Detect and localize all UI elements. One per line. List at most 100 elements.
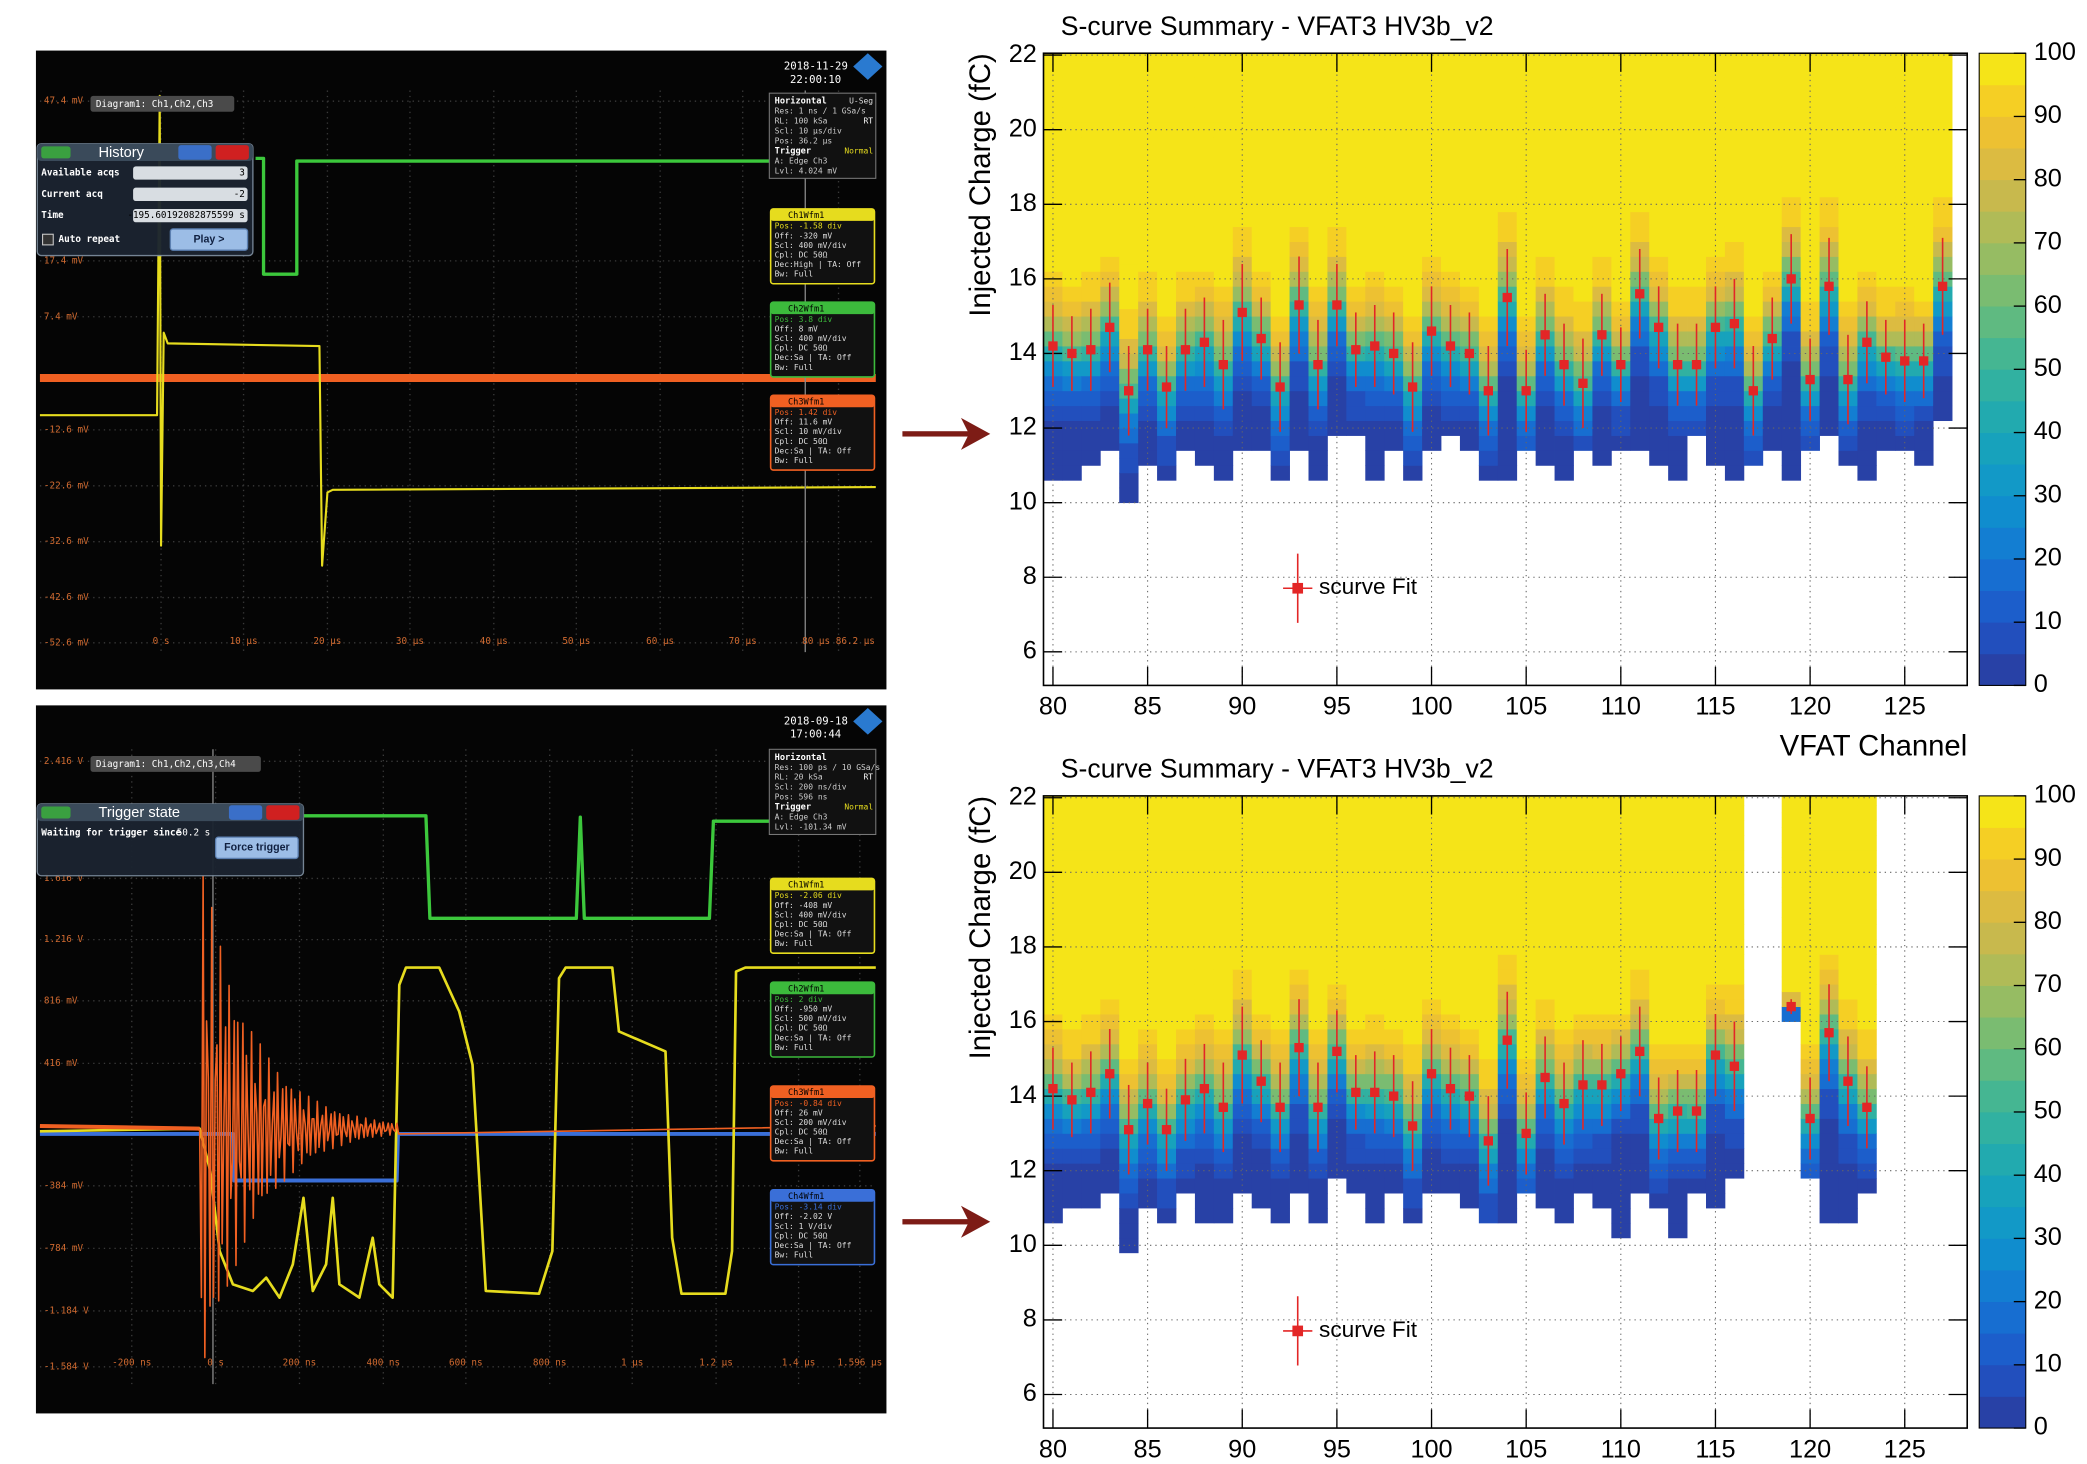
- fit-point: [1124, 1125, 1133, 1134]
- heatmap-cell: [1649, 376, 1668, 391]
- fit-point: [1086, 1088, 1095, 1097]
- heatmap-cell: [1365, 820, 1384, 835]
- heatmap-cell: [1820, 152, 1839, 167]
- heatmap-cell: [1649, 92, 1668, 107]
- colorbar-band: [1979, 401, 2026, 433]
- heatmap-cell: [1479, 984, 1498, 999]
- heatmap-cell: [1062, 1178, 1081, 1193]
- heatmap-cell: [1933, 406, 1952, 421]
- heatmap-cell: [1119, 1223, 1138, 1238]
- fit-point: [1597, 1080, 1606, 1089]
- heatmap-cell: [1081, 257, 1100, 272]
- heatmap-cell: [1308, 301, 1327, 316]
- fit-point: [1730, 1062, 1739, 1071]
- heatmap-cell: [1479, 1074, 1498, 1089]
- heatmap-cell: [1195, 212, 1214, 227]
- scope-y-label: 7.4 mV: [44, 311, 78, 322]
- heatmap-cell: [1252, 1133, 1271, 1148]
- heatmap-cell: [1384, 406, 1403, 421]
- heatmap-cell: [1820, 865, 1839, 880]
- colorbar-band: [1979, 622, 2026, 654]
- dialog-button-label[interactable]: Play >: [193, 233, 224, 245]
- heatmap-cell: [1271, 999, 1290, 1014]
- heatmap-cell: [1555, 1193, 1574, 1208]
- legend-label: scurve Fit: [1319, 574, 1418, 599]
- minimize-button[interactable]: [178, 145, 211, 160]
- heatmap-cell: [1138, 999, 1157, 1014]
- y-tick-label: 20: [1009, 114, 1037, 142]
- heatmap-cell: [1725, 465, 1744, 480]
- heatmap-cell: [1536, 436, 1555, 451]
- heatmap-cell: [1384, 167, 1403, 182]
- heatmap-cell: [1195, 820, 1214, 835]
- fit-point: [1824, 1028, 1833, 1037]
- heatmap-cell: [1630, 92, 1649, 107]
- channel-line: Pos: -1.58 div: [775, 222, 842, 231]
- scope-y-label: 17.4 mV: [44, 255, 84, 266]
- heatmap-cell: [1630, 925, 1649, 940]
- heatmap-cell: [1157, 925, 1176, 940]
- heatmap-cell: [1100, 895, 1119, 910]
- colorbar-band: [1979, 891, 2026, 923]
- scope-y-label: -12.6 mV: [44, 424, 89, 435]
- y-tick-label: 22: [1009, 782, 1037, 810]
- heatmap-cell: [1630, 212, 1649, 227]
- tool-button[interactable]: [41, 807, 70, 819]
- close-button[interactable]: [266, 805, 299, 820]
- heatmap-cell: [1517, 999, 1536, 1014]
- heatmap-cell: [1365, 48, 1384, 63]
- colorbar-band: [1979, 116, 2026, 148]
- heatmap-cell: [1044, 1148, 1063, 1163]
- fit-point: [1408, 1121, 1417, 1130]
- heatmap-cell: [1611, 167, 1630, 182]
- fit-point: [1805, 375, 1814, 384]
- heatmap-cell: [1365, 77, 1384, 92]
- heatmap-cell: [1081, 137, 1100, 152]
- heatmap-cell: [1327, 107, 1346, 122]
- fit-point: [1787, 1002, 1796, 1011]
- heatmap-cell: [1782, 391, 1801, 406]
- heatmap-cell: [1157, 910, 1176, 925]
- heatmap-cell: [1290, 391, 1309, 406]
- channel-name: Ch2Wfm1: [788, 304, 824, 314]
- dialog-button-label[interactable]: Force trigger: [224, 842, 290, 854]
- channel-line: Dec:Sa | TA: Off: [775, 353, 852, 362]
- heatmap-cell: [1365, 122, 1384, 137]
- y-tick-label: 22: [1009, 40, 1037, 68]
- heatmap-cell: [1384, 954, 1403, 969]
- heatmap-cell: [1119, 279, 1138, 294]
- heatmap-cell: [1725, 954, 1744, 969]
- tool-button[interactable]: [41, 146, 70, 158]
- heatmap-cell: [1876, 107, 1895, 122]
- heatmap-cell: [1763, 33, 1782, 48]
- heatmap-cell: [1857, 910, 1876, 925]
- heatmap-cell: [1649, 1163, 1668, 1178]
- heatmap-cell: [1801, 850, 1820, 865]
- heatmap-cell: [1479, 820, 1498, 835]
- heatmap-cell: [1100, 820, 1119, 835]
- heatmap-cell: [1668, 1029, 1687, 1044]
- heatmap-cell: [1119, 1208, 1138, 1223]
- heatmap-cell: [1460, 1178, 1479, 1193]
- heatmap-cell: [1044, 910, 1063, 925]
- heatmap-cell: [1100, 406, 1119, 421]
- heatmap-cell: [1195, 92, 1214, 107]
- heatmap-cell: [1801, 257, 1820, 272]
- minimize-button[interactable]: [229, 805, 262, 820]
- heatmap-cell: [1838, 1178, 1857, 1193]
- close-button[interactable]: [216, 145, 249, 160]
- heatmap-cell: [1857, 925, 1876, 940]
- checkbox[interactable]: [43, 234, 54, 245]
- heatmap-cell: [1687, 850, 1706, 865]
- heatmap-cell: [1857, 391, 1876, 406]
- heatmap-cell: [1422, 1148, 1441, 1163]
- heatmap-cell: [1573, 954, 1592, 969]
- fit-point: [1313, 1103, 1322, 1112]
- heatmap-cell: [1876, 152, 1895, 167]
- heatmap-cell: [1479, 1044, 1498, 1059]
- heatmap-cell: [1195, 1163, 1214, 1178]
- heatmap-cell: [1044, 999, 1063, 1014]
- heatmap-cell: [1384, 1029, 1403, 1044]
- heatmap-cell: [1876, 227, 1895, 242]
- heatmap-cell: [1838, 910, 1857, 925]
